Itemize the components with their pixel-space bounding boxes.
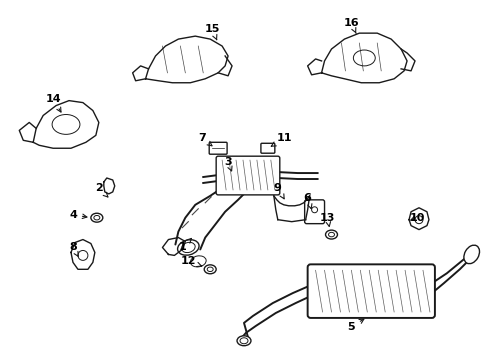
Text: 9: 9 [273,183,284,199]
Ellipse shape [325,230,337,239]
Ellipse shape [91,213,102,222]
Ellipse shape [225,164,238,172]
Text: 2: 2 [95,183,108,197]
FancyBboxPatch shape [307,264,434,318]
Ellipse shape [463,245,479,264]
FancyBboxPatch shape [209,142,226,154]
Ellipse shape [94,216,100,220]
Ellipse shape [181,242,195,253]
Ellipse shape [328,232,334,237]
FancyBboxPatch shape [304,200,324,224]
Ellipse shape [237,336,250,346]
Ellipse shape [353,50,374,66]
Text: 10: 10 [408,213,424,223]
Text: 16: 16 [343,18,359,33]
Text: 12: 12 [180,256,202,267]
FancyBboxPatch shape [261,143,274,153]
Text: 15: 15 [204,24,220,40]
Text: 8: 8 [69,243,78,256]
Ellipse shape [177,240,199,255]
Ellipse shape [228,166,235,170]
Ellipse shape [78,251,88,260]
Ellipse shape [414,216,422,224]
Ellipse shape [207,267,213,271]
FancyBboxPatch shape [216,156,279,195]
Ellipse shape [204,265,216,274]
Text: 7: 7 [198,133,212,146]
Text: 14: 14 [45,94,61,112]
Text: 1: 1 [178,238,191,252]
Text: 4: 4 [69,210,87,220]
Text: 6: 6 [303,193,311,209]
Text: 3: 3 [224,157,231,171]
Ellipse shape [311,207,317,213]
Text: 13: 13 [319,213,335,226]
Ellipse shape [52,114,80,134]
Text: 11: 11 [271,133,292,146]
Ellipse shape [240,338,247,344]
Ellipse shape [190,256,206,267]
Text: 5: 5 [347,319,363,332]
